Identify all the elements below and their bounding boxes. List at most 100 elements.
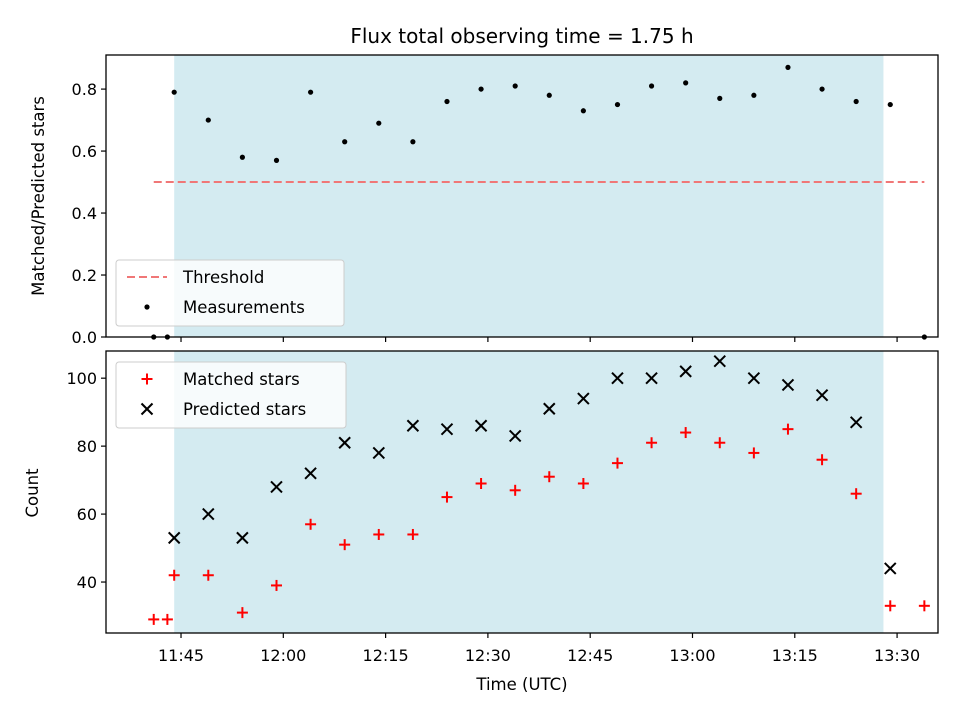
measurement-point: [580, 108, 586, 114]
predicted-star-point: [440, 422, 454, 436]
legend-measurements-swatch: [144, 304, 150, 310]
x-tick-label: 12:00: [260, 646, 306, 665]
matched-star-point: [305, 518, 317, 530]
top-y-ticks: 0.0 0.2 0.4 0.6 0.8: [72, 80, 106, 347]
y-tick-label: 40: [77, 573, 97, 592]
predicted-star-point: [713, 354, 726, 368]
predicted-star-point: [611, 371, 624, 385]
y-tick-label: 0.4: [72, 204, 97, 223]
matched-star-point: [680, 427, 692, 439]
predicted-star-point: [304, 467, 317, 480]
predicted-star-point: [236, 531, 249, 545]
y-tick-label: 60: [77, 505, 97, 524]
matched-star-point: [270, 579, 282, 591]
bottom-axes-frame: [105, 350, 939, 634]
legend-measurements-label: Measurements: [183, 298, 305, 317]
bottom-legend: Matched stars Predicted stars: [115, 361, 347, 429]
matched-star-point: [373, 528, 385, 540]
predicted-star-point: [270, 480, 283, 494]
matched-star-point: [884, 600, 896, 612]
matched-star-point: [161, 613, 173, 625]
x-tick-label: 13:30: [874, 646, 920, 665]
bottom-y-ticks: 40 60 80 100: [66, 369, 106, 592]
matched-star-point: [168, 569, 180, 581]
matched-star-point: [543, 471, 555, 483]
matched-star-point: [850, 488, 862, 500]
legend-predicted-label: Predicted stars: [183, 400, 306, 419]
legend-x-marker: [140, 402, 154, 416]
top-x-ticks: [180, 337, 898, 342]
top-y-axis-label: Matched/Predicted stars: [29, 96, 48, 296]
y-tick-label: 0.0: [72, 328, 97, 347]
predicted-star-point: [543, 402, 556, 415]
matched-star-point: [475, 478, 487, 490]
top-marks: [151, 64, 927, 340]
predicted-star-point: [645, 371, 658, 385]
matched-star-point: [441, 491, 453, 503]
x-tick-label: 13:15: [772, 646, 818, 665]
legend-plus-marker: [141, 373, 153, 385]
matched-star-point: [407, 528, 419, 540]
measurement-point: [819, 86, 825, 92]
predicted-star-point: [781, 378, 795, 392]
predicted-star-point: [202, 507, 215, 521]
x-tick-label: 11:45: [158, 646, 204, 665]
matched-star-point: [782, 423, 794, 435]
y-tick-label: 100: [66, 369, 97, 388]
predicted-star-point: [849, 416, 863, 429]
top-legend: Threshold Measurements: [115, 259, 345, 327]
top-axes-frame: [105, 54, 939, 338]
y-tick-label: 0.2: [72, 266, 97, 285]
measurement-point: [717, 95, 723, 101]
measurement-point: [444, 98, 450, 105]
x-axis-label: Time (UTC): [475, 675, 567, 694]
legend-matched-swatch: [141, 373, 153, 385]
measurement-point: [648, 83, 655, 89]
y-tick-label: 0.8: [72, 80, 97, 99]
bottom-y-axis-label: Count: [23, 468, 42, 518]
predicted-star-point: [679, 365, 692, 378]
predicted-star-point: [577, 392, 590, 405]
measurement-point: [376, 120, 382, 126]
predicted-star-point: [372, 446, 385, 460]
measurement-point: [307, 89, 314, 95]
bottom-legend-box: [115, 361, 347, 429]
measurement-point: [614, 101, 621, 108]
measurement-point: [751, 92, 757, 98]
matched-star-point: [339, 539, 351, 551]
matched-star-point: [646, 437, 658, 449]
measurement-point: [853, 98, 859, 105]
matched-star-point: [202, 569, 214, 581]
predicted-star-point: [508, 429, 522, 443]
bottom-marks: [148, 354, 930, 625]
matched-star-point: [611, 457, 623, 469]
matched-star-point: [148, 613, 160, 625]
bottom-x-ticks: 11:45 12:00 12:15 12:30 12:45 13:00 13:15 13:30: [158, 633, 920, 665]
chart-title: Flux total observing time = 1.75 h: [350, 24, 693, 48]
matched-star-point: [236, 607, 248, 619]
matched-star-point: [816, 454, 828, 466]
x-tick-label: 12:15: [363, 646, 409, 665]
legend-threshold-label: Threshold: [182, 268, 264, 287]
measurement-point: [205, 117, 211, 123]
matched-star-point: [577, 478, 589, 490]
y-tick-label: 80: [77, 437, 97, 456]
measurement-point: [512, 83, 518, 89]
x-tick-label: 13:00: [669, 646, 715, 665]
measurement-point: [171, 89, 177, 95]
matched-star-point: [748, 447, 760, 459]
measurement-point: [342, 139, 348, 145]
bottom-panel: 40 60 80 100 11:45 12:00 12:15 12:30 12:45 13:00…: [23, 350, 939, 694]
measurement-point: [887, 101, 893, 108]
x-tick-label: 12:30: [465, 646, 511, 665]
predicted-star-point: [406, 419, 420, 432]
measurement-point: [785, 64, 791, 70]
measurement-point: [683, 80, 689, 86]
top-panel: 0.0 0.2 0.4 0.6 0.8 Flux total observing tim…: [29, 24, 939, 347]
predicted-star-point: [815, 388, 829, 402]
matched-star-point: [509, 484, 521, 496]
legend-predicted-swatch: [140, 402, 154, 416]
predicted-star-point: [474, 419, 488, 432]
predicted-star-point: [338, 436, 351, 449]
